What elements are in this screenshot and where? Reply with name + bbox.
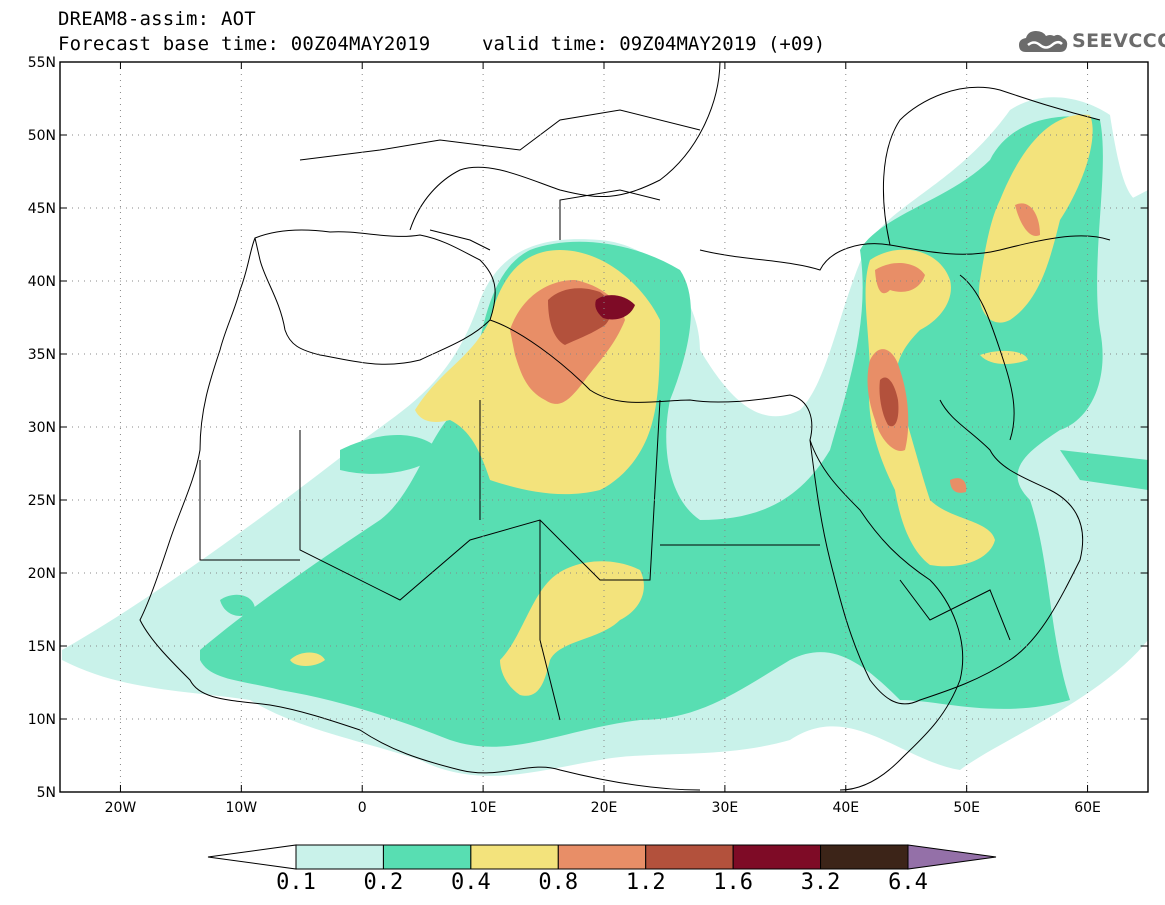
colorbar-label: 0.1 (276, 870, 316, 895)
aot-field (62, 97, 1148, 776)
lat-tick-label: 35N (28, 347, 56, 363)
aot-1.2-1.6 (548, 288, 899, 427)
lon-tick-label: 30E (712, 800, 739, 816)
colorbar-label: 6.4 (888, 870, 928, 895)
lat-tick-label: 45N (28, 201, 56, 217)
colorbar-label: 1.6 (713, 870, 754, 895)
lat-tick-label: 40N (28, 274, 56, 290)
lon-tick-label: 10E (470, 800, 497, 816)
colorbar-over-triangle (907, 844, 997, 870)
lon-tick-label: 20W (105, 800, 137, 816)
forecast-base-time: Forecast base time: 00Z04MAY2019 (58, 33, 431, 55)
lon-tick-label: 60E (1074, 800, 1101, 816)
colorbar-label: 0.2 (363, 870, 404, 895)
colorbar (207, 844, 997, 870)
cloud-logo-icon (1019, 31, 1068, 52)
lat-tick-label: 10N (28, 712, 56, 728)
colorbar-segment (645, 844, 734, 870)
logo-text: SEEVCCC (1072, 30, 1165, 52)
colorbar-label: 0.4 (450, 870, 491, 895)
aot-1.6-3.2 (595, 295, 635, 320)
lat-tick-label: 25N (28, 493, 56, 509)
lon-tick-label: 0 (358, 800, 367, 816)
colorbar-segment (557, 844, 647, 870)
lon-tick-label: 40E (832, 800, 859, 816)
axis-ticks: 20W 10W 0 10E 20E 30E 40E 50E 60E 55N 50N 45N 40N 35N… (28, 55, 1148, 816)
colorbar-segment (470, 844, 559, 870)
map-title: DREAM8-assim: AOT (58, 8, 256, 30)
lon-tick-label: 50E (953, 800, 980, 816)
colorbar-segment (732, 844, 822, 870)
lat-tick-label: 20N (28, 566, 56, 582)
colorbar-under-triangle (207, 844, 297, 870)
lat-tick-label: 55N (28, 55, 56, 71)
coastlines (139, 62, 1111, 791)
colorbar-label: 1.2 (625, 870, 666, 895)
lat-tick-label: 50N (28, 128, 56, 144)
colorbar-label: 3.2 (800, 870, 841, 895)
colorbar-segment (820, 844, 909, 870)
colorbar-label: 0.8 (538, 870, 579, 895)
lat-tick-label: 5N (37, 785, 56, 801)
lon-tick-label: 10W (225, 800, 257, 816)
graticule (60, 62, 1148, 792)
lon-tick-label: 20E (591, 800, 618, 816)
seevccc-logo: SEEVCCC (1018, 28, 1165, 54)
lat-tick-label: 15N (28, 639, 56, 655)
colorbar-segment (382, 844, 472, 870)
lat-tick-label: 30N (28, 420, 56, 436)
valid-time: valid time: 09Z04MAY2019 (+09) (482, 33, 826, 55)
colorbar-segment (295, 844, 384, 870)
